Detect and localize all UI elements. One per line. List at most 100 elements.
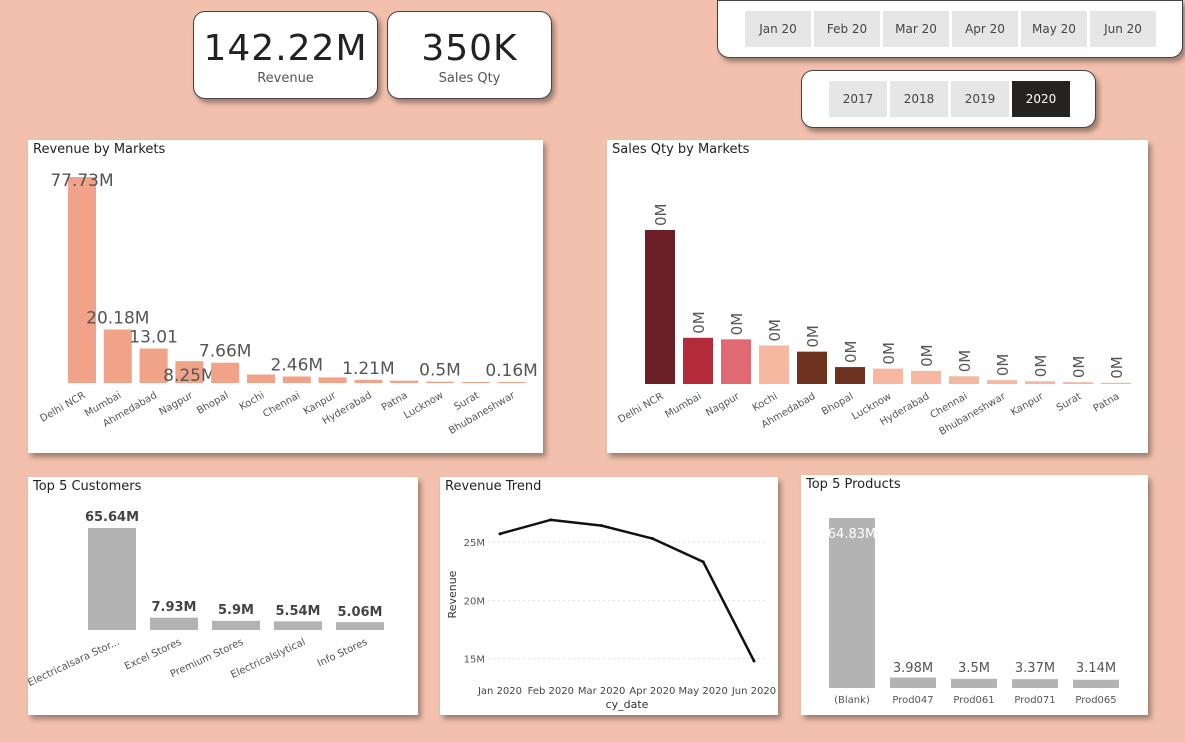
bar-1[interactable] (890, 677, 936, 688)
data-label-1: 3.98M (893, 661, 933, 676)
category-label-3: Nagpur (158, 390, 196, 418)
bar-8[interactable] (949, 376, 979, 384)
trend-point-5[interactable] (752, 659, 756, 663)
category-label-10: Kanpur (1009, 391, 1046, 419)
trend-point-1[interactable] (549, 518, 553, 522)
data-label-10: 0.5M (419, 361, 461, 381)
bar-2[interactable] (951, 678, 997, 688)
bar-7[interactable] (911, 370, 941, 384)
bar-11[interactable] (1063, 382, 1093, 384)
data-label-4: 7.66M (199, 342, 252, 362)
revenue-kpi-label: Revenue (257, 71, 314, 86)
data-label-6: 2.46M (271, 355, 324, 375)
bar-9[interactable] (390, 380, 419, 383)
category-label-12: Bhubaneshwar (447, 390, 518, 437)
category-label-4: Prod065 (1075, 695, 1116, 706)
category-label-0: Electricalsara Stor... (28, 637, 121, 689)
data-label-4: 3.14M (1076, 661, 1116, 676)
bar-6[interactable] (282, 376, 311, 383)
data-label-0: 64.83M (828, 527, 876, 542)
category-label-0: Delhi NCR (616, 391, 665, 426)
bar-7[interactable] (318, 377, 347, 383)
bar-5[interactable] (247, 374, 275, 383)
bar-0[interactable] (645, 230, 675, 384)
month-slicer-jun[interactable]: Jun 20 (1090, 11, 1156, 47)
category-label-11: Surat (1055, 391, 1084, 414)
data-label-12: 0M (1108, 356, 1126, 379)
bar-12[interactable] (497, 382, 526, 383)
trend-point-2[interactable] (600, 524, 604, 528)
year-slicer: 2017 2018 2019 2020 (801, 70, 1096, 128)
month-slicer-may[interactable]: May 20 (1021, 11, 1087, 47)
category-label-1: Mumbai (663, 391, 703, 421)
data-label-4: 0M (804, 325, 822, 348)
data-label-1: 0M (690, 311, 708, 334)
data-label-8: 1.21M (342, 359, 395, 379)
category-label-9: Bhubaneshwar (938, 391, 1009, 438)
bar-3[interactable] (175, 361, 204, 383)
year-slicer-2017[interactable]: 2017 (829, 81, 887, 117)
bar-4[interactable] (336, 622, 384, 630)
y-tick-label-2: 25M (464, 538, 485, 549)
bar-1[interactable] (683, 337, 713, 384)
trend-point-4[interactable] (701, 560, 705, 564)
data-label-0: 0M (652, 204, 670, 227)
bar-1[interactable] (103, 329, 132, 383)
bar-12[interactable] (1101, 382, 1131, 384)
category-label-2: Nagpur (704, 391, 742, 419)
category-label-0: Delhi NCR (38, 390, 87, 425)
bar-2[interactable] (212, 620, 260, 630)
bar-10[interactable] (1025, 381, 1055, 384)
year-slicer-2018[interactable]: 2018 (890, 81, 948, 117)
top5-products-card: Top 5 Products 64.83M (Blank) 3.98M Prod047… (801, 475, 1148, 715)
trend-point-3[interactable] (650, 537, 654, 540)
bar-0[interactable] (829, 518, 875, 688)
bar-0[interactable] (88, 528, 136, 630)
revenue-kpi-value: 142.22M (203, 28, 368, 69)
bar-5[interactable] (835, 367, 865, 384)
bar-4[interactable] (211, 362, 240, 383)
category-label-6: Chennai (261, 390, 302, 420)
data-label-3: 0M (766, 319, 784, 342)
bar-3[interactable] (1012, 679, 1058, 688)
category-label-3: Kochi (751, 391, 780, 414)
x-tick-label-0: Jan 2020 (477, 686, 522, 697)
y-tick-label-1: 20M (464, 596, 485, 607)
bar-3[interactable] (274, 621, 322, 630)
month-slicer: Jan 20 Feb 20 Mar 20 Apr 20 May 20 Jun 2… (717, 0, 1183, 58)
bar-2[interactable] (139, 348, 168, 383)
data-label-9: 0M (994, 354, 1012, 377)
year-slicer-2019[interactable]: 2019 (951, 81, 1009, 117)
x-tick-label-4: May 2020 (679, 686, 728, 697)
bar-4[interactable] (1073, 679, 1119, 688)
bar-8[interactable] (354, 379, 383, 383)
month-slicer-apr[interactable]: Apr 20 (952, 11, 1018, 47)
data-label-2: 0M (728, 313, 746, 336)
bar-4[interactable] (797, 351, 827, 384)
month-slicer-mar[interactable]: Mar 20 (883, 11, 949, 47)
bar-11[interactable] (461, 382, 490, 383)
data-label-7: 0M (918, 344, 936, 367)
revenue-kpi-card: 142.22M Revenue (193, 11, 378, 99)
bar-1[interactable] (150, 617, 198, 630)
data-label-2: 13.01 (129, 328, 178, 348)
top5-products-chart: 64.83M (Blank) 3.98M Prod047 3.5M Prod061 3.37… (828, 518, 1119, 706)
bar-3[interactable] (759, 345, 789, 385)
month-slicer-jan[interactable]: Jan 20 (745, 11, 811, 47)
bar-2[interactable] (721, 339, 751, 384)
revenue-trend-title: Revenue Trend (445, 479, 542, 494)
x-tick-label-3: Apr 2020 (629, 686, 675, 697)
bar-10[interactable] (426, 381, 454, 383)
year-slicer-2020[interactable]: 2020 (1012, 81, 1070, 117)
trend-point-0[interactable] (498, 532, 502, 536)
sales-qty-kpi-card: 350K Sales Qty (387, 11, 552, 99)
revenue-trend-line[interactable] (499, 518, 756, 662)
month-slicer-feb[interactable]: Feb 20 (814, 11, 880, 47)
bar-9[interactable] (987, 380, 1017, 384)
bar-6[interactable] (873, 368, 903, 384)
bar-0[interactable] (68, 177, 96, 383)
sales-qty-kpi-value: 350K (421, 28, 518, 69)
top5-customers-card: Top 5 Customers 65.64M Electricalsara Sto… (26, 477, 418, 715)
